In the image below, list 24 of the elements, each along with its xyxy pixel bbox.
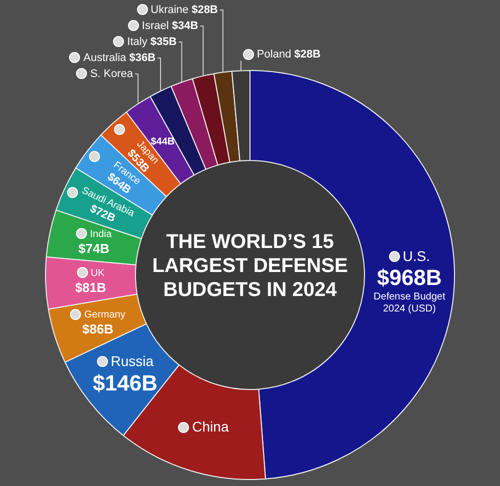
data-label: $146B <box>92 370 158 396</box>
data-label: $35B <box>150 36 177 48</box>
slice-label: China <box>192 418 229 434</box>
slice-label: Russia <box>110 353 154 370</box>
slice-label: U.S. <box>402 248 430 264</box>
slice-label: India <box>90 229 112 240</box>
text: THE WORLD’S 15 LARGEST DEFENSE BUDGETS IN 2024 <box>151 230 349 302</box>
data-label: $86B <box>82 321 114 336</box>
data-label: $28B <box>192 4 218 16</box>
slice-label: Poland <box>256 48 292 61</box>
slice-label: Australia <box>83 52 128 64</box>
slice-label: Germany <box>84 310 126 320</box>
data-label: $36B <box>129 52 156 64</box>
data-label: $968B <box>376 265 442 290</box>
slice-label: Israel <box>142 20 169 32</box>
slice-label: Ukraine <box>150 4 189 16</box>
data-label: $74B <box>78 240 110 256</box>
slice-label: UK <box>90 268 105 280</box>
slice-label: Italy <box>127 36 148 48</box>
data-label: $34B <box>172 20 198 32</box>
data-label: $81B <box>75 280 106 295</box>
data-label: $28B <box>294 48 321 61</box>
slice-label: S. Korea <box>90 68 134 80</box>
text: Defense Budget 2024 (USD) <box>374 292 446 315</box>
